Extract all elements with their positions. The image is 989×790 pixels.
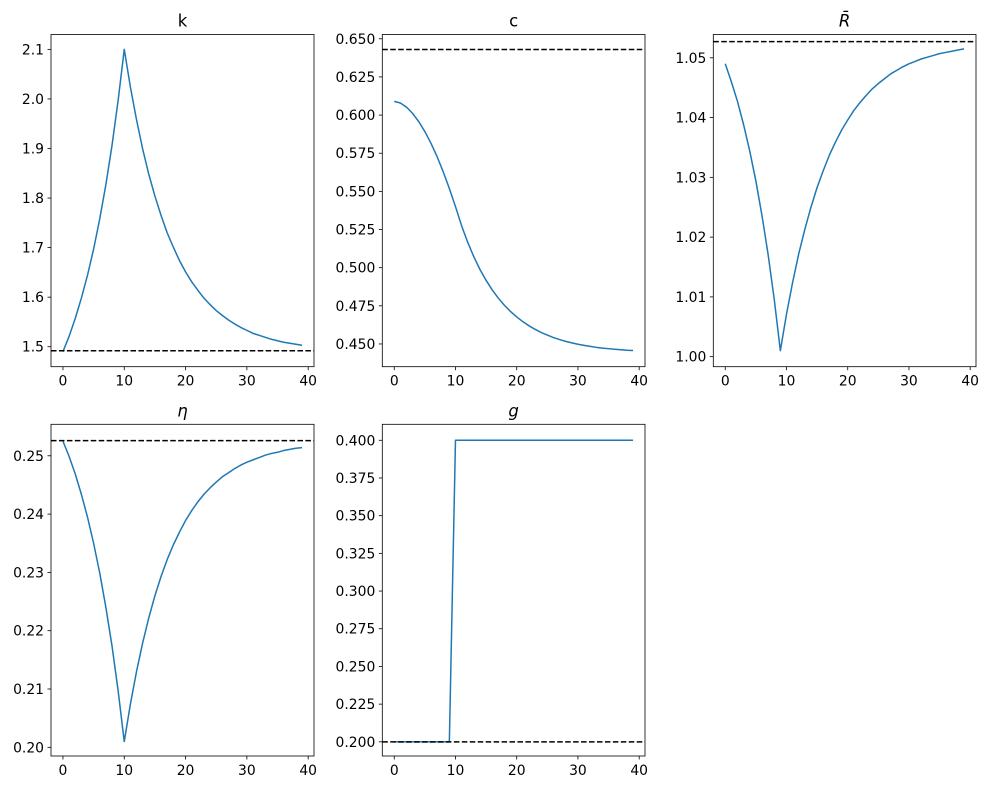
y-tick-label: 1.01 xyxy=(675,290,706,306)
x-tick-label: 30 xyxy=(238,763,256,779)
y-tick-label: 1.02 xyxy=(675,230,706,246)
subplot-title: g xyxy=(508,401,518,420)
x-tick-label: 40 xyxy=(961,374,979,390)
y-tick-label: 0.650 xyxy=(336,32,376,48)
x-tick-label: 20 xyxy=(508,763,526,779)
y-tick-label: 1.8 xyxy=(22,191,44,207)
y-tick-label: 2.1 xyxy=(22,42,44,58)
axes-frame xyxy=(381,423,646,757)
y-tick-label: 0.525 xyxy=(336,223,376,239)
x-tick-label: 30 xyxy=(569,763,587,779)
x-tick-label: 0 xyxy=(390,763,399,779)
y-tick-label: 1.03 xyxy=(675,170,706,186)
x-tick-label: 10 xyxy=(115,374,133,390)
y-tick-label: 0.200 xyxy=(336,735,376,751)
series-line xyxy=(62,440,303,743)
x-tick-label: 10 xyxy=(778,374,796,390)
x-tick-label: 20 xyxy=(177,374,195,390)
y-tick-label: 1.5 xyxy=(22,340,44,356)
x-tick-label: 10 xyxy=(115,763,133,779)
x-tick-label: 10 xyxy=(447,763,465,779)
x-tick-label: 30 xyxy=(900,374,918,390)
y-tick-label: 0.24 xyxy=(13,507,44,523)
y-tick-label: 0.20 xyxy=(13,740,44,756)
x-tick-label: 0 xyxy=(59,374,68,390)
y-tick-label: 0.25 xyxy=(13,449,44,465)
x-tick-label: 40 xyxy=(299,374,317,390)
x-tick-label: 0 xyxy=(59,763,68,779)
subplot-2: 0 10 20 30 40 0.450 0.475 0.500 0.525 0.550 0.575 0… xyxy=(336,12,649,390)
axes-frame xyxy=(712,34,977,368)
x-tick-label: 40 xyxy=(630,374,648,390)
x-tick-label: 20 xyxy=(839,374,857,390)
y-tick-label: 0.21 xyxy=(13,682,44,698)
series-line xyxy=(724,48,965,352)
series-line xyxy=(62,48,303,352)
y-tick-label: 0.450 xyxy=(336,337,376,353)
y-tick-label: 0.350 xyxy=(336,509,376,525)
x-tick-label: 40 xyxy=(299,763,317,779)
y-tick-label: 0.400 xyxy=(336,433,376,449)
y-tick-label: 0.575 xyxy=(336,146,376,162)
series-line xyxy=(394,439,634,743)
y-tick-label: 0.22 xyxy=(13,624,44,640)
y-tick-label: 1.00 xyxy=(675,350,706,366)
y-tick-label: 2.0 xyxy=(22,92,44,108)
y-tick-label: 0.475 xyxy=(336,299,376,315)
y-tick-label: 1.6 xyxy=(22,290,44,306)
axes-frame xyxy=(381,34,646,368)
y-tick-label: 0.275 xyxy=(336,622,376,638)
subplot-4: 0 10 20 30 40 0.20 0.21 0.22 0.23 0.24 0.25 η xyxy=(13,401,317,779)
axes-frame xyxy=(50,423,315,757)
y-tick-label: 0.23 xyxy=(13,565,44,581)
y-tick-label: 0.500 xyxy=(336,261,376,277)
y-tick-label: 0.225 xyxy=(336,697,376,713)
y-tick-label: 0.250 xyxy=(336,659,376,675)
y-tick-label: 1.9 xyxy=(22,141,44,157)
y-tick-label: 0.325 xyxy=(336,546,376,562)
axes-frame xyxy=(50,34,315,368)
x-tick-label: 30 xyxy=(238,374,256,390)
y-tick-label: 0.550 xyxy=(336,184,376,200)
subplot-1: 0 10 20 30 40 1.5 1.6 1.7 1.8 1.9 2.0 2.1 k xyxy=(22,12,317,390)
x-tick-label: 20 xyxy=(508,374,526,390)
y-tick-label: 0.625 xyxy=(336,70,376,86)
subplot-title: k xyxy=(178,12,188,31)
y-tick-label: 0.600 xyxy=(336,108,376,124)
x-tick-label: 20 xyxy=(177,763,195,779)
y-tick-label: 1.7 xyxy=(22,241,44,257)
subplot-3: 0 10 20 30 40 1.00 1.01 1.02 1.03 1.04 1.05 R̄ xyxy=(675,11,979,389)
x-tick-label: 0 xyxy=(721,374,730,390)
y-tick-label: 1.04 xyxy=(675,111,706,127)
subplot-5: 0 10 20 30 40 0.200 0.225 0.250 0.275 0.300 0.325 0… xyxy=(336,401,649,779)
x-tick-label: 40 xyxy=(630,763,648,779)
subplot-title: R̄ xyxy=(839,11,850,30)
y-tick-label: 0.300 xyxy=(336,584,376,600)
x-tick-label: 0 xyxy=(390,374,399,390)
x-tick-label: 30 xyxy=(569,374,587,390)
y-tick-label: 1.05 xyxy=(675,51,706,67)
y-tick-label: 0.375 xyxy=(336,471,376,487)
series-line xyxy=(394,100,634,352)
subplot-title: c xyxy=(509,12,518,31)
x-tick-label: 10 xyxy=(447,374,465,390)
subplot-title: η xyxy=(177,401,187,420)
